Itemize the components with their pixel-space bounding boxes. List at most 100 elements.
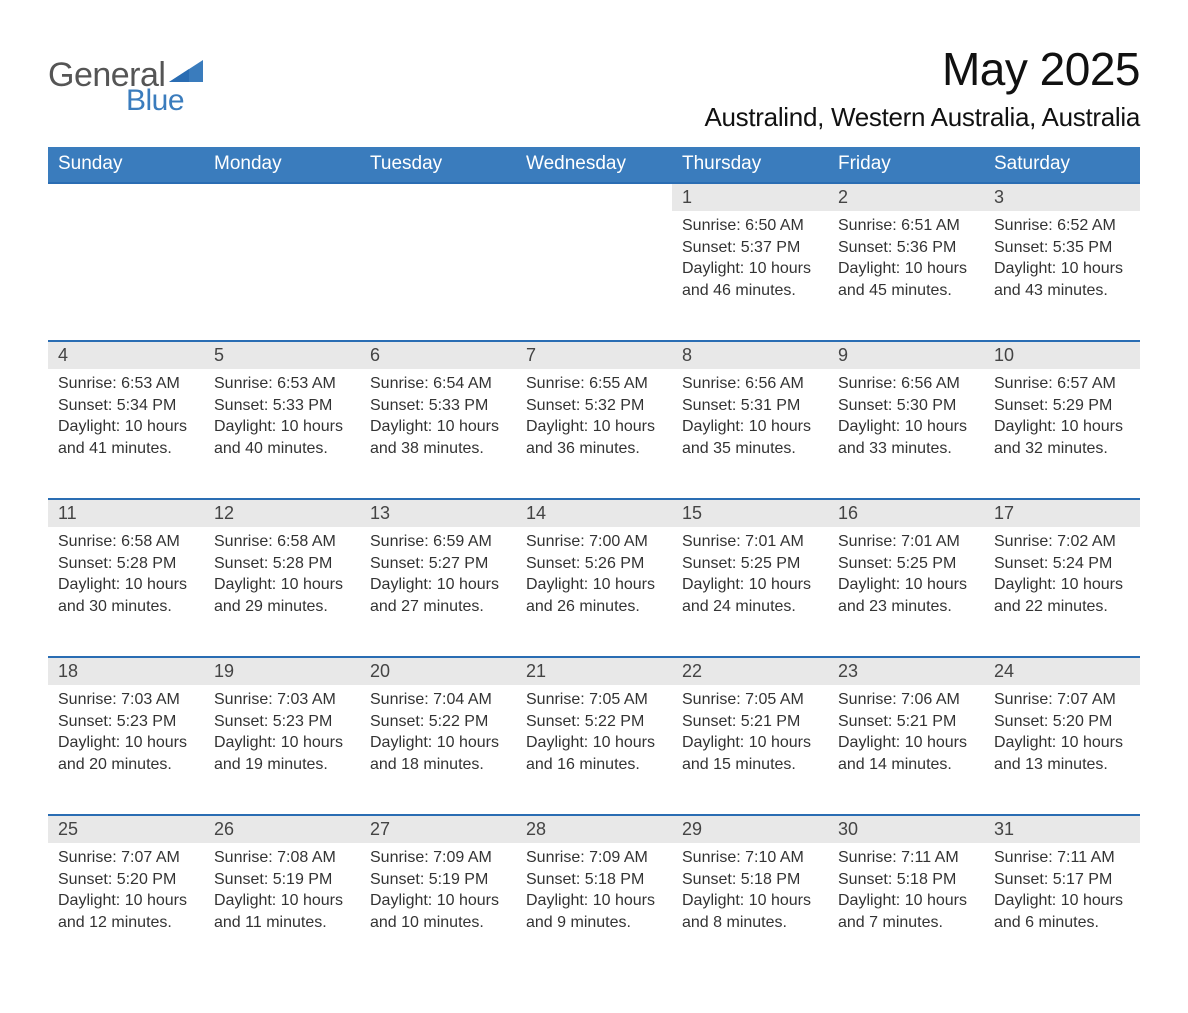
day-number: 12 bbox=[204, 500, 360, 527]
day-details: Sunrise: 6:55 AMSunset: 5:32 PMDaylight:… bbox=[516, 369, 672, 477]
sunset-line: Sunset: 5:32 PM bbox=[526, 395, 662, 417]
daylight-line: Daylight: 10 hours and 13 minutes. bbox=[994, 732, 1130, 775]
day-body-cell: Sunrise: 6:54 AMSunset: 5:33 PMDaylight:… bbox=[360, 369, 516, 499]
day-number: 22 bbox=[672, 658, 828, 685]
day-number-cell: 28 bbox=[516, 815, 672, 843]
day-details: Sunrise: 7:05 AMSunset: 5:22 PMDaylight:… bbox=[516, 685, 672, 793]
day-number-cell: 4 bbox=[48, 341, 204, 369]
logo-triangle-icon bbox=[169, 60, 203, 86]
daylight-line: Daylight: 10 hours and 36 minutes. bbox=[526, 416, 662, 459]
day-body-cell: Sunrise: 7:04 AMSunset: 5:22 PMDaylight:… bbox=[360, 685, 516, 815]
day-details: Sunrise: 6:50 AMSunset: 5:37 PMDaylight:… bbox=[672, 211, 828, 319]
day-details: Sunrise: 7:00 AMSunset: 5:26 PMDaylight:… bbox=[516, 527, 672, 635]
day-body-cell bbox=[360, 211, 516, 341]
sunset-line: Sunset: 5:18 PM bbox=[838, 869, 974, 891]
sunset-line: Sunset: 5:33 PM bbox=[214, 395, 350, 417]
sunset-line: Sunset: 5:37 PM bbox=[682, 237, 818, 259]
week-body-row: Sunrise: 7:07 AMSunset: 5:20 PMDaylight:… bbox=[48, 843, 1140, 973]
day-body-cell: Sunrise: 7:01 AMSunset: 5:25 PMDaylight:… bbox=[672, 527, 828, 657]
sunset-line: Sunset: 5:24 PM bbox=[994, 553, 1130, 575]
sunset-line: Sunset: 5:21 PM bbox=[838, 711, 974, 733]
day-number-cell: 19 bbox=[204, 657, 360, 685]
sunrise-line: Sunrise: 7:07 AM bbox=[58, 847, 194, 869]
day-body-cell: Sunrise: 7:03 AMSunset: 5:23 PMDaylight:… bbox=[204, 685, 360, 815]
day-details: Sunrise: 7:01 AMSunset: 5:25 PMDaylight:… bbox=[828, 527, 984, 635]
sunrise-line: Sunrise: 6:59 AM bbox=[370, 531, 506, 553]
day-body-cell: Sunrise: 7:02 AMSunset: 5:24 PMDaylight:… bbox=[984, 527, 1140, 657]
day-number: 19 bbox=[204, 658, 360, 685]
daylight-line: Daylight: 10 hours and 20 minutes. bbox=[58, 732, 194, 775]
sunset-line: Sunset: 5:19 PM bbox=[370, 869, 506, 891]
day-body-cell bbox=[48, 211, 204, 341]
day-number-cell: 16 bbox=[828, 499, 984, 527]
weekday-header-row: Sunday Monday Tuesday Wednesday Thursday… bbox=[48, 147, 1140, 183]
sunrise-line: Sunrise: 7:01 AM bbox=[838, 531, 974, 553]
daylight-line: Daylight: 10 hours and 43 minutes. bbox=[994, 258, 1130, 301]
day-body-cell: Sunrise: 6:56 AMSunset: 5:30 PMDaylight:… bbox=[828, 369, 984, 499]
sunset-line: Sunset: 5:28 PM bbox=[214, 553, 350, 575]
sunrise-line: Sunrise: 7:01 AM bbox=[682, 531, 818, 553]
daylight-line: Daylight: 10 hours and 12 minutes. bbox=[58, 890, 194, 933]
daylight-line: Daylight: 10 hours and 30 minutes. bbox=[58, 574, 194, 617]
day-body-cell: Sunrise: 6:53 AMSunset: 5:34 PMDaylight:… bbox=[48, 369, 204, 499]
col-friday: Friday bbox=[828, 147, 984, 183]
day-number: 31 bbox=[984, 816, 1140, 843]
day-number-cell: 20 bbox=[360, 657, 516, 685]
sunrise-line: Sunrise: 7:04 AM bbox=[370, 689, 506, 711]
sunrise-line: Sunrise: 7:09 AM bbox=[370, 847, 506, 869]
sunset-line: Sunset: 5:17 PM bbox=[994, 869, 1130, 891]
sunset-line: Sunset: 5:34 PM bbox=[58, 395, 194, 417]
week-daynum-row: 123 bbox=[48, 183, 1140, 211]
week-body-row: Sunrise: 6:58 AMSunset: 5:28 PMDaylight:… bbox=[48, 527, 1140, 657]
sunset-line: Sunset: 5:21 PM bbox=[682, 711, 818, 733]
location-subtitle: Australind, Western Australia, Australia bbox=[704, 102, 1140, 133]
col-sunday: Sunday bbox=[48, 147, 204, 183]
day-body-cell: Sunrise: 7:05 AMSunset: 5:21 PMDaylight:… bbox=[672, 685, 828, 815]
day-number-cell bbox=[516, 183, 672, 211]
sunrise-line: Sunrise: 7:03 AM bbox=[214, 689, 350, 711]
col-monday: Monday bbox=[204, 147, 360, 183]
day-number-cell: 10 bbox=[984, 341, 1140, 369]
sunrise-line: Sunrise: 6:53 AM bbox=[214, 373, 350, 395]
sunrise-line: Sunrise: 6:51 AM bbox=[838, 215, 974, 237]
day-number: 11 bbox=[48, 500, 204, 527]
day-body-cell: Sunrise: 6:59 AMSunset: 5:27 PMDaylight:… bbox=[360, 527, 516, 657]
daylight-line: Daylight: 10 hours and 8 minutes. bbox=[682, 890, 818, 933]
sunset-line: Sunset: 5:22 PM bbox=[526, 711, 662, 733]
sunrise-line: Sunrise: 6:56 AM bbox=[682, 373, 818, 395]
day-number-cell: 29 bbox=[672, 815, 828, 843]
day-number: 28 bbox=[516, 816, 672, 843]
daylight-line: Daylight: 10 hours and 9 minutes. bbox=[526, 890, 662, 933]
daylight-line: Daylight: 10 hours and 46 minutes. bbox=[682, 258, 818, 301]
day-details: Sunrise: 6:56 AMSunset: 5:30 PMDaylight:… bbox=[828, 369, 984, 477]
daylight-line: Daylight: 10 hours and 27 minutes. bbox=[370, 574, 506, 617]
day-number: 17 bbox=[984, 500, 1140, 527]
sunset-line: Sunset: 5:20 PM bbox=[994, 711, 1130, 733]
sunrise-line: Sunrise: 6:53 AM bbox=[58, 373, 194, 395]
sunrise-line: Sunrise: 6:54 AM bbox=[370, 373, 506, 395]
page: General Blue May 2025 Australind, Wester… bbox=[0, 0, 1188, 1013]
daylight-line: Daylight: 10 hours and 6 minutes. bbox=[994, 890, 1130, 933]
calendar-table: Sunday Monday Tuesday Wednesday Thursday… bbox=[48, 147, 1140, 973]
day-number: 15 bbox=[672, 500, 828, 527]
day-number: 7 bbox=[516, 342, 672, 369]
daylight-line: Daylight: 10 hours and 26 minutes. bbox=[526, 574, 662, 617]
day-number: 21 bbox=[516, 658, 672, 685]
col-thursday: Thursday bbox=[672, 147, 828, 183]
day-number-cell: 27 bbox=[360, 815, 516, 843]
day-number: 3 bbox=[984, 184, 1140, 211]
daylight-line: Daylight: 10 hours and 16 minutes. bbox=[526, 732, 662, 775]
sunrise-line: Sunrise: 6:57 AM bbox=[994, 373, 1130, 395]
day-body-cell: Sunrise: 7:01 AMSunset: 5:25 PMDaylight:… bbox=[828, 527, 984, 657]
day-details: Sunrise: 7:06 AMSunset: 5:21 PMDaylight:… bbox=[828, 685, 984, 793]
day-number-cell: 18 bbox=[48, 657, 204, 685]
month-title: May 2025 bbox=[704, 42, 1140, 96]
day-details: Sunrise: 6:51 AMSunset: 5:36 PMDaylight:… bbox=[828, 211, 984, 319]
day-number: 27 bbox=[360, 816, 516, 843]
sunrise-line: Sunrise: 7:10 AM bbox=[682, 847, 818, 869]
day-number: 9 bbox=[828, 342, 984, 369]
day-number: 1 bbox=[672, 184, 828, 211]
day-number: 16 bbox=[828, 500, 984, 527]
sunset-line: Sunset: 5:25 PM bbox=[838, 553, 974, 575]
sunset-line: Sunset: 5:23 PM bbox=[58, 711, 194, 733]
